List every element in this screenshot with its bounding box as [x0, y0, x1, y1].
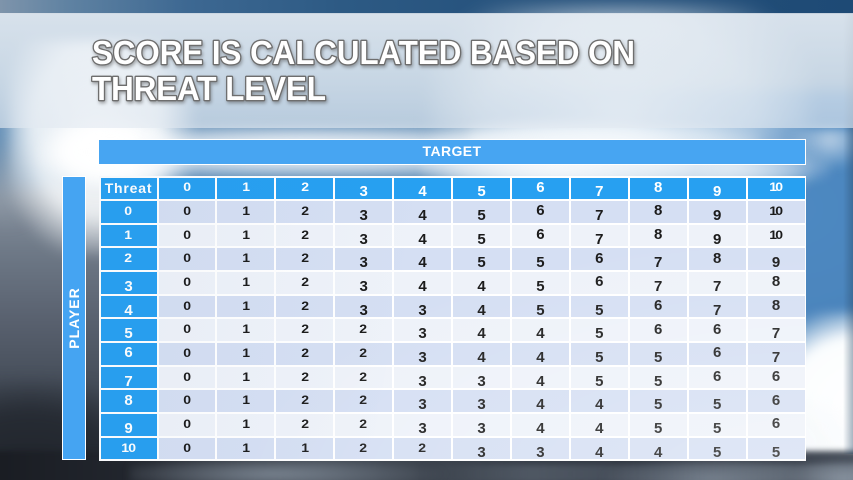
svg-text:THREAT LEVEL: THREAT LEVEL — [92, 70, 326, 107]
svg-text:SCORE IS CALCULATED BASED ON: SCORE IS CALCULATED BASED ON — [92, 34, 635, 71]
